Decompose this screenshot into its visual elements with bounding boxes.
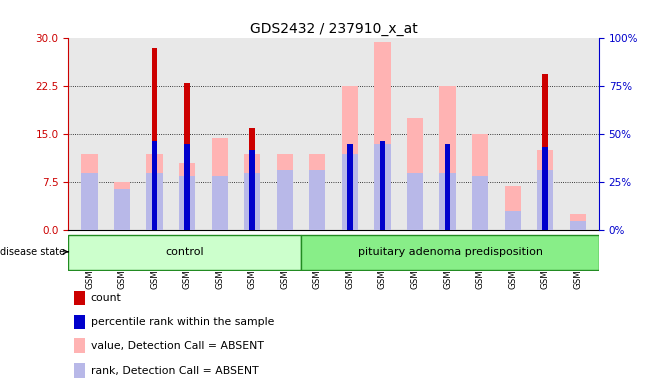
- Bar: [570, 221, 586, 230]
- Bar: [309, 170, 326, 230]
- Bar: [74, 363, 85, 378]
- Bar: [472, 134, 488, 230]
- Bar: [179, 163, 195, 230]
- Bar: [542, 74, 548, 230]
- Bar: [347, 144, 353, 230]
- Bar: [505, 185, 521, 230]
- Bar: [74, 338, 85, 353]
- Bar: [439, 173, 456, 230]
- FancyBboxPatch shape: [68, 235, 301, 270]
- Bar: [244, 154, 260, 230]
- Bar: [537, 151, 553, 230]
- Bar: [179, 176, 195, 230]
- Bar: [472, 176, 488, 230]
- Bar: [342, 86, 358, 230]
- Bar: [152, 48, 158, 230]
- Bar: [249, 151, 255, 230]
- Bar: [505, 211, 521, 230]
- Bar: [277, 170, 293, 230]
- Bar: [342, 154, 358, 230]
- FancyBboxPatch shape: [301, 235, 599, 270]
- Bar: [114, 189, 130, 230]
- Bar: [407, 173, 423, 230]
- Text: count: count: [90, 293, 121, 303]
- Bar: [212, 137, 228, 230]
- Bar: [380, 141, 385, 230]
- Bar: [542, 147, 548, 230]
- Bar: [184, 83, 190, 230]
- Text: rank, Detection Call = ABSENT: rank, Detection Call = ABSENT: [90, 366, 258, 376]
- Bar: [277, 154, 293, 230]
- Bar: [74, 314, 85, 329]
- Bar: [445, 144, 450, 230]
- Bar: [152, 141, 158, 230]
- Bar: [212, 176, 228, 230]
- Bar: [114, 182, 130, 230]
- Bar: [249, 128, 255, 230]
- Bar: [81, 173, 98, 230]
- Bar: [81, 154, 98, 230]
- Title: GDS2432 / 237910_x_at: GDS2432 / 237910_x_at: [250, 22, 417, 36]
- Bar: [407, 118, 423, 230]
- Text: disease state: disease state: [0, 247, 68, 257]
- Bar: [439, 86, 456, 230]
- Bar: [374, 144, 391, 230]
- Bar: [309, 154, 326, 230]
- Bar: [570, 214, 586, 230]
- Text: value, Detection Call = ABSENT: value, Detection Call = ABSENT: [90, 341, 264, 351]
- Bar: [146, 154, 163, 230]
- Bar: [74, 291, 85, 305]
- Text: percentile rank within the sample: percentile rank within the sample: [90, 317, 274, 327]
- Text: control: control: [165, 247, 204, 257]
- Bar: [184, 144, 190, 230]
- Bar: [146, 173, 163, 230]
- Text: pituitary adenoma predisposition: pituitary adenoma predisposition: [357, 247, 542, 257]
- Bar: [244, 173, 260, 230]
- Bar: [374, 41, 391, 230]
- Bar: [537, 170, 553, 230]
